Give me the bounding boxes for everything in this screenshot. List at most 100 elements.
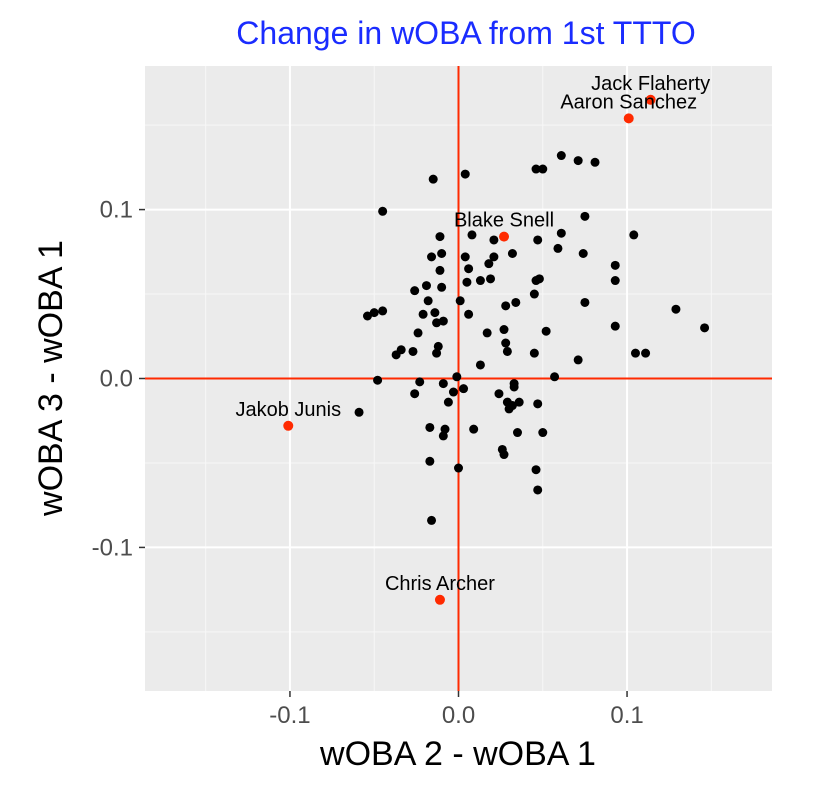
highlighted-data-point [499, 231, 510, 242]
data-point [432, 348, 442, 358]
data-point [421, 281, 431, 291]
data-point [454, 463, 463, 473]
data-point [425, 456, 435, 466]
data-point [573, 355, 583, 365]
data-point [610, 260, 620, 270]
data-point [533, 485, 543, 495]
data-point [435, 232, 445, 242]
y-axis-title: wOBA 3 - wOBA 1 [32, 240, 70, 517]
data-point [511, 297, 521, 307]
x-axis-title: wOBA 2 - wOBA 1 [319, 735, 596, 773]
data-point [440, 424, 450, 434]
data-point [499, 325, 509, 335]
data-point [373, 375, 383, 385]
data-point [538, 428, 548, 438]
data-point [428, 174, 438, 184]
data-point [438, 431, 448, 441]
data-point [514, 397, 524, 407]
data-point [533, 399, 543, 409]
data-point [590, 157, 600, 167]
data-point [531, 164, 541, 174]
data-point [369, 308, 379, 318]
data-point [504, 404, 514, 414]
x-axis-ticks: -0.1 0.0 0.1 [269, 691, 644, 729]
data-point [462, 277, 472, 287]
data-point [531, 276, 541, 286]
data-point [502, 346, 512, 356]
highlighted-data-point [283, 420, 294, 431]
data-point [553, 243, 563, 253]
data-point [452, 372, 462, 382]
data-point [410, 389, 420, 399]
chart-title: Change in wOBA from 1st TTTO [236, 15, 695, 51]
data-point [578, 249, 588, 258]
highlighted-data-point [623, 113, 634, 124]
data-point [700, 323, 710, 333]
data-point [430, 308, 440, 318]
data-point [641, 348, 651, 358]
data-point [437, 249, 447, 258]
data-point [423, 296, 433, 306]
data-point [512, 428, 522, 438]
x-tick-label: 0.1 [610, 702, 643, 729]
data-point [467, 230, 477, 240]
data-point [529, 289, 539, 299]
y-tick-label: -0.1 [92, 534, 133, 561]
data-point [489, 252, 499, 262]
data-point [486, 274, 496, 284]
data-point [550, 372, 560, 382]
x-tick-label: -0.1 [269, 702, 310, 729]
x-tick-label: 0.0 [442, 702, 475, 729]
data-point [459, 384, 469, 394]
point-label: Chris Archer [385, 573, 495, 595]
data-point [489, 235, 499, 245]
point-label: Jakob Junis [235, 399, 341, 421]
data-points [283, 94, 710, 605]
data-point [437, 282, 447, 292]
data-point [408, 346, 418, 356]
data-point [464, 309, 474, 319]
data-point [556, 151, 566, 161]
y-tick-label: 0.0 [100, 366, 133, 393]
data-point [538, 164, 548, 174]
data-point [464, 264, 474, 274]
data-point [391, 350, 401, 360]
data-point [460, 252, 470, 262]
data-point [610, 276, 620, 286]
point-label: Blake Snell [454, 210, 554, 232]
data-point [629, 230, 639, 240]
data-point [671, 304, 681, 314]
data-point [443, 397, 453, 407]
data-point [499, 450, 509, 460]
y-tick-label: 0.1 [100, 197, 133, 224]
data-point [427, 252, 437, 262]
data-point [435, 265, 445, 275]
data-point [378, 206, 388, 216]
data-point [418, 309, 428, 319]
data-point [533, 235, 543, 245]
data-point [475, 276, 485, 286]
data-point [410, 286, 420, 296]
data-point [433, 341, 443, 351]
point-label: Jack Flaherty [591, 73, 710, 95]
data-point [354, 407, 364, 417]
data-point [415, 377, 425, 387]
data-point [541, 326, 551, 336]
data-point [573, 156, 583, 166]
data-point [529, 348, 539, 358]
data-point [580, 211, 590, 221]
data-point [413, 328, 423, 338]
data-point [460, 169, 470, 179]
y-axis-ticks: 0.1 0.0 -0.1 [92, 197, 145, 561]
data-point [507, 249, 517, 258]
highlighted-data-point [645, 94, 656, 105]
data-point [501, 301, 511, 311]
data-point [432, 318, 442, 328]
data-point [438, 316, 448, 326]
data-point [484, 259, 494, 269]
data-point [501, 338, 511, 348]
data-point [469, 424, 479, 434]
data-point [362, 311, 372, 321]
